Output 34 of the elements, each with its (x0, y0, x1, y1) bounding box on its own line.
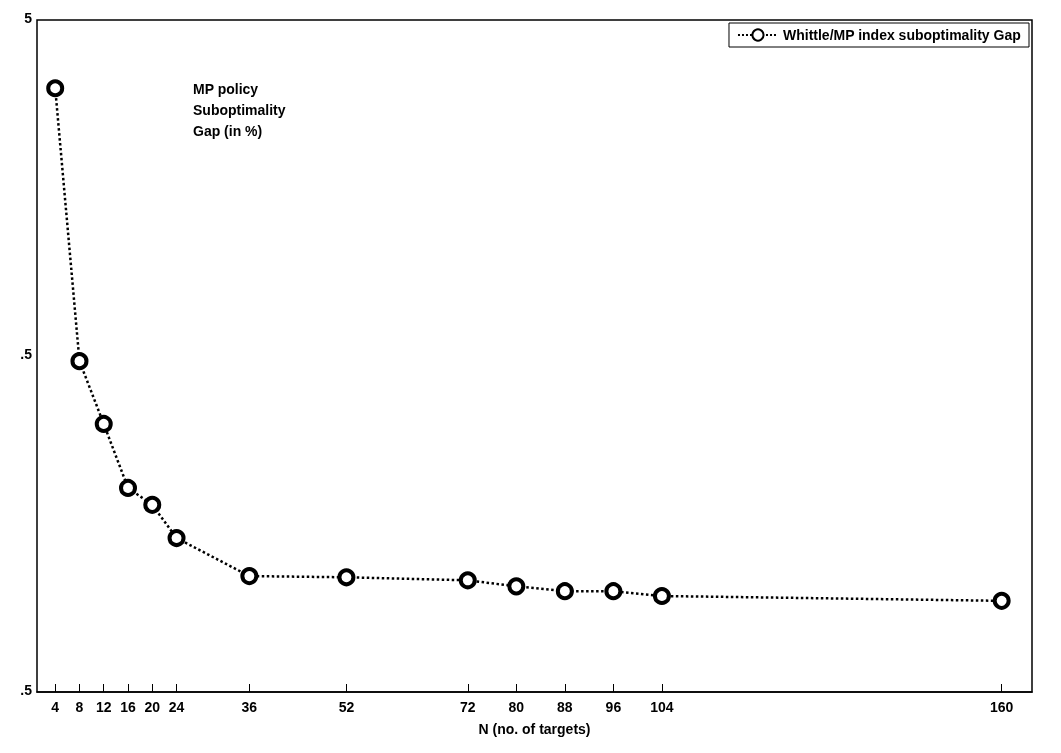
x-tick-label: 104 (650, 699, 674, 715)
text: .5 (20, 346, 33, 362)
x-tick-label: 160 (989, 699, 1014, 715)
legend-label: Whittle/MP index suboptimality Gap (782, 27, 1021, 43)
x-tick-label: 12 (95, 699, 112, 715)
x-tick-label: 8 (75, 699, 84, 715)
x-tick-label: 96 (605, 699, 622, 715)
x-tick-label: 24 (168, 699, 185, 715)
text: 5 (24, 10, 33, 26)
x-tick-label: 72 (459, 699, 476, 715)
x-tick-label: 88 (557, 699, 573, 715)
x-tick-label: 52 (338, 699, 355, 715)
point (119, 478, 138, 497)
point (240, 567, 259, 586)
point (458, 571, 477, 590)
point (652, 587, 671, 605)
point (507, 577, 526, 596)
annotation: MP policy Suboptimality Gap (in %) (193, 80, 286, 139)
x-tick-label: 36 (241, 699, 258, 715)
point (604, 582, 623, 601)
point (167, 529, 186, 548)
x-tick-label: 20 (144, 699, 161, 715)
x-tick-label: 4 (51, 699, 60, 715)
x-tick-label: 80 (508, 699, 525, 715)
x-tick-label: 16 (120, 699, 136, 715)
x-axis-title: N (no. of targets) (478, 721, 591, 737)
point (70, 352, 89, 371)
text: .5 (20, 682, 33, 698)
point (992, 591, 1011, 610)
point (94, 414, 113, 433)
point (143, 495, 162, 514)
point (337, 568, 356, 587)
point (555, 582, 574, 601)
point (46, 79, 65, 98)
